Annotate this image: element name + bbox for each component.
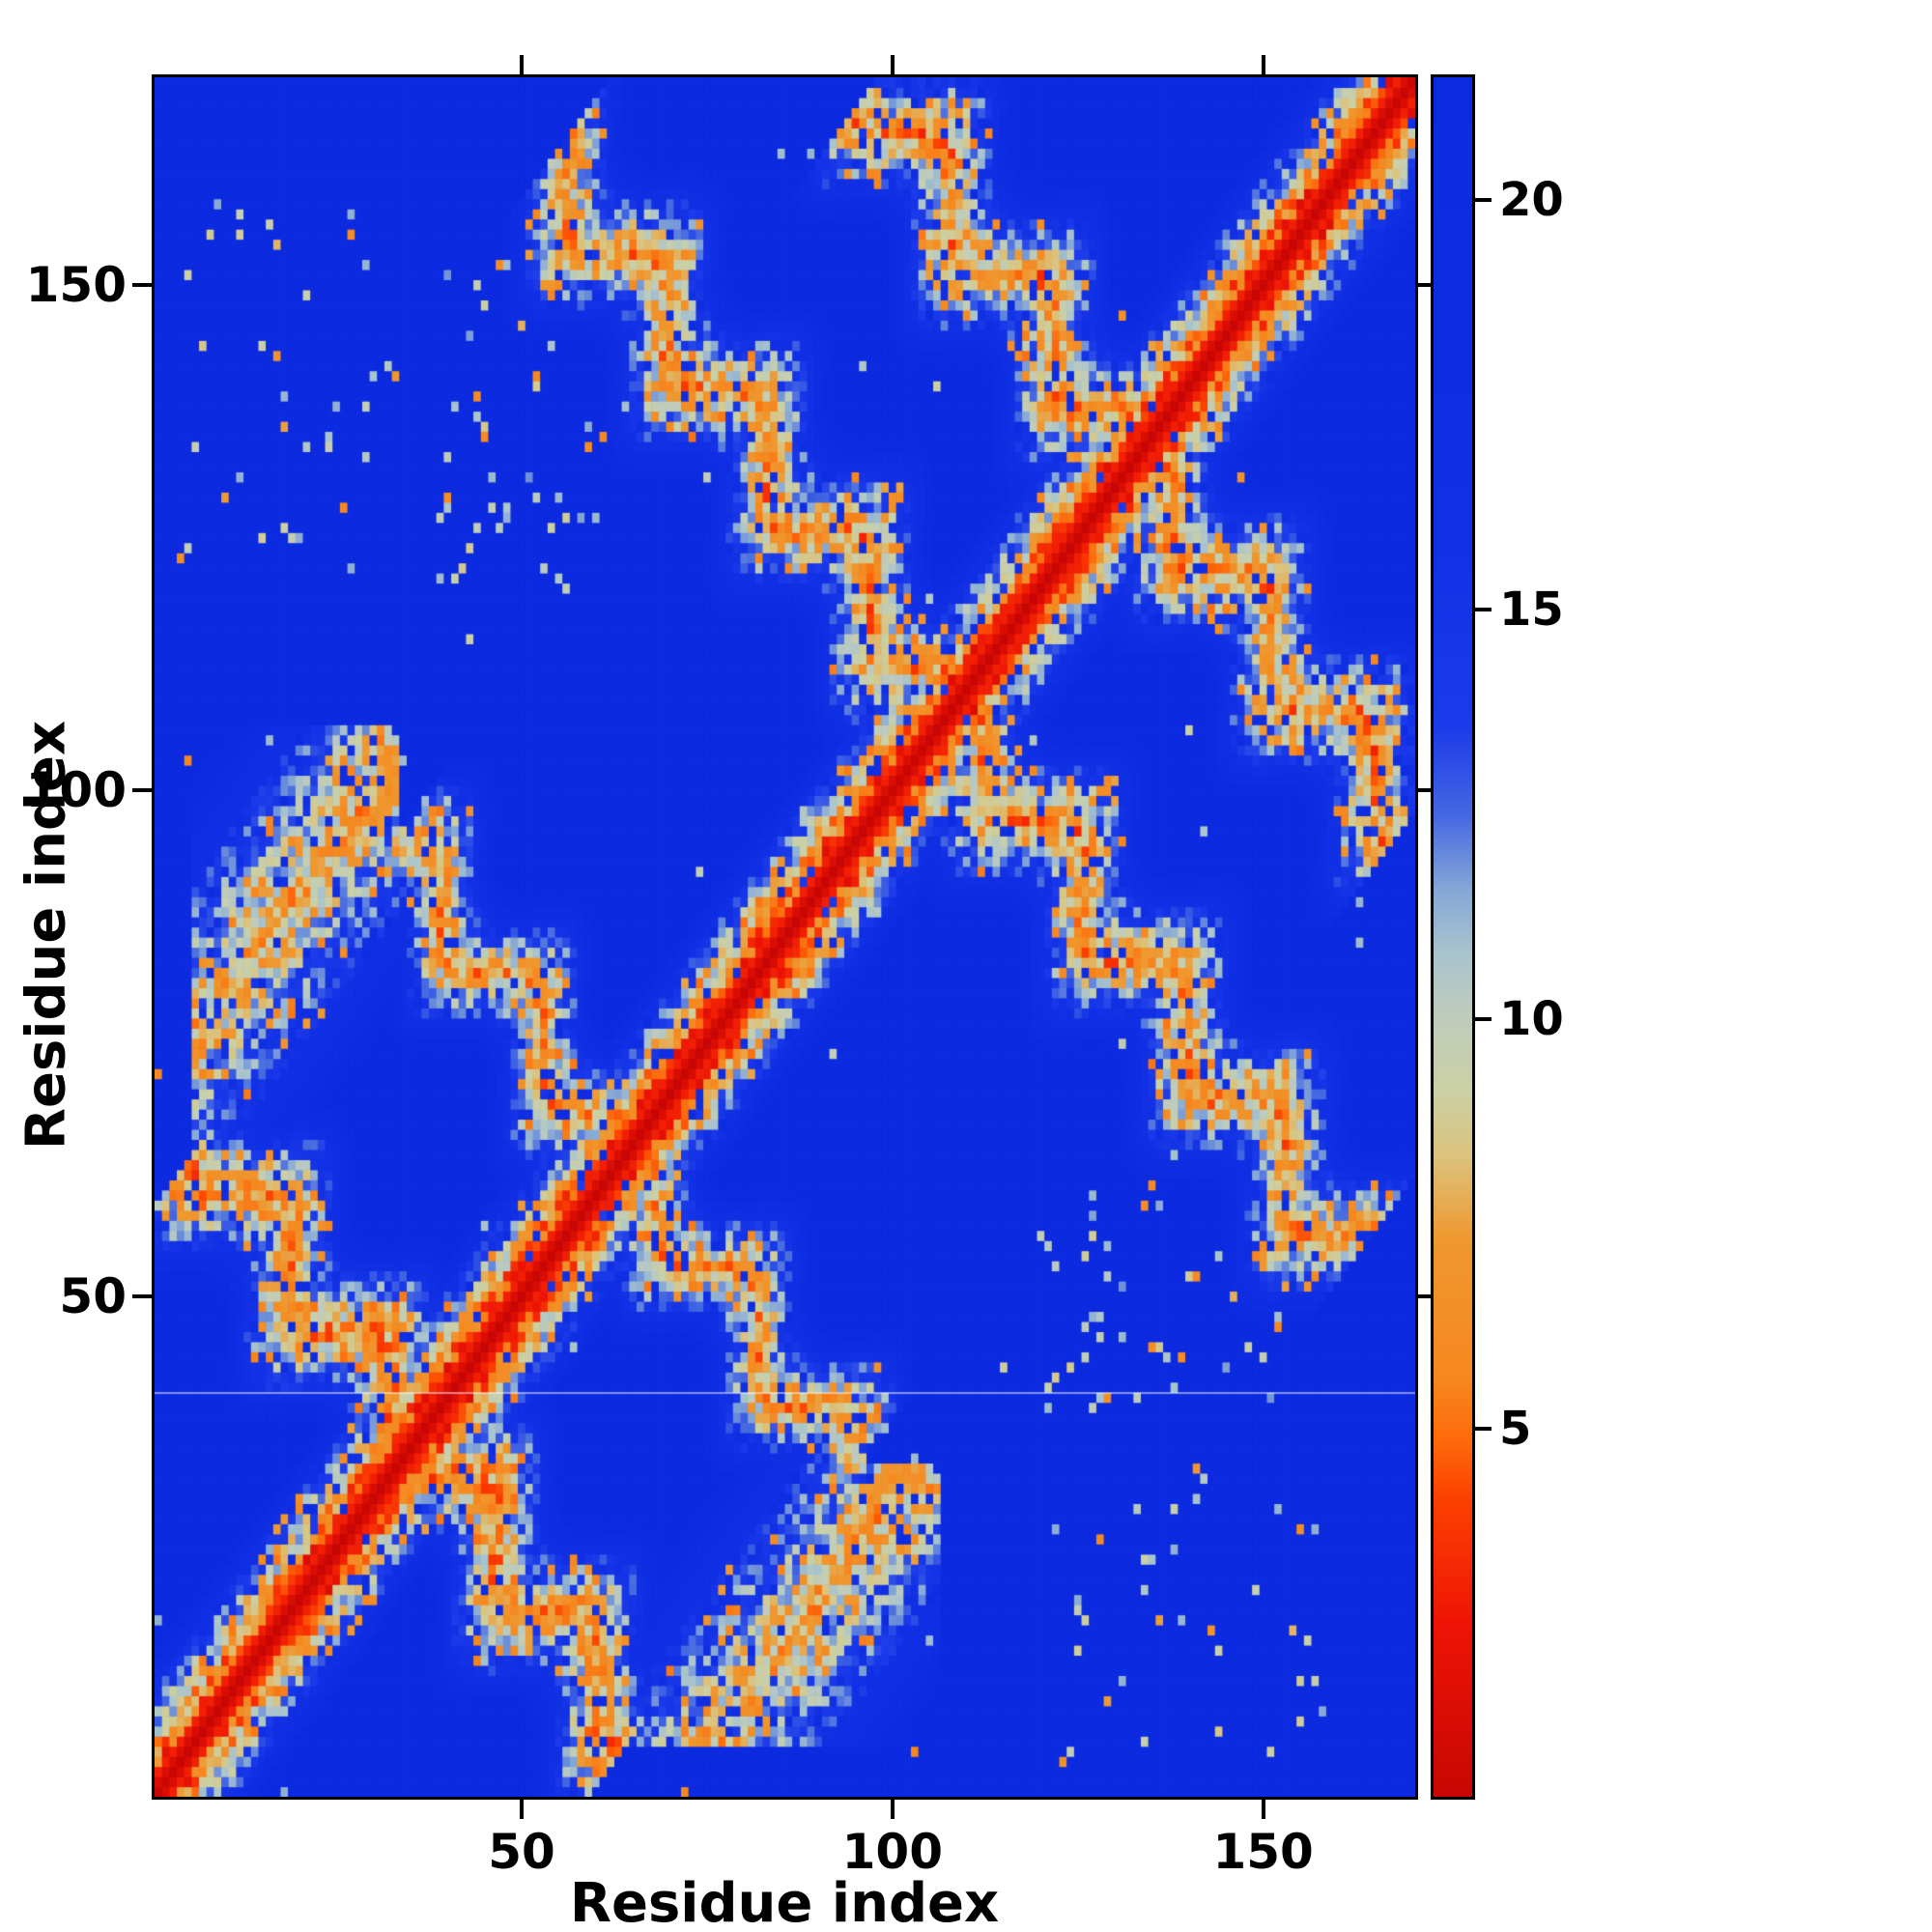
y-tick-mark-left <box>132 788 152 793</box>
x-tick-label: 100 <box>841 1824 943 1880</box>
heatmap-canvas <box>155 77 1415 1797</box>
colorbar-canvas <box>1434 77 1472 1797</box>
colorbar-tick-label: 5 <box>1499 1401 1532 1456</box>
y-tick-label: 100 <box>25 762 127 819</box>
colorbar-tick-mark <box>1475 607 1492 611</box>
x-tick-mark-top <box>890 55 895 74</box>
colorbar-tick-label: 10 <box>1499 991 1564 1046</box>
colorbar-tick-mark <box>1475 1426 1492 1431</box>
y-tick-mark-right <box>1418 788 1431 793</box>
colorbar-tick-label: 15 <box>1499 582 1564 637</box>
colorbar-tick-mark <box>1475 198 1492 203</box>
heatmap-plot-area <box>152 74 1418 1800</box>
y-tick-mark-left <box>132 1293 152 1298</box>
colorbar-tick-label: 20 <box>1499 173 1564 228</box>
y-tick-mark-left <box>132 282 152 287</box>
y-tick-label: 150 <box>25 256 127 313</box>
y-tick-label: 50 <box>59 1267 127 1324</box>
x-tick-label: 150 <box>1212 1824 1314 1880</box>
x-tick-mark-bottom <box>519 1800 524 1819</box>
colorbar-tick-mark <box>1475 1016 1492 1021</box>
x-tick-mark-top <box>519 55 524 74</box>
colorbar <box>1431 74 1475 1800</box>
x-tick-mark-bottom <box>1261 1800 1265 1819</box>
x-tick-mark-bottom <box>890 1800 895 1819</box>
x-axis-label: Residue index <box>569 1872 1000 1932</box>
x-tick-mark-top <box>1261 55 1265 74</box>
x-tick-label: 50 <box>488 1824 555 1880</box>
y-tick-mark-right <box>1418 1293 1431 1298</box>
y-tick-mark-right <box>1418 282 1431 287</box>
